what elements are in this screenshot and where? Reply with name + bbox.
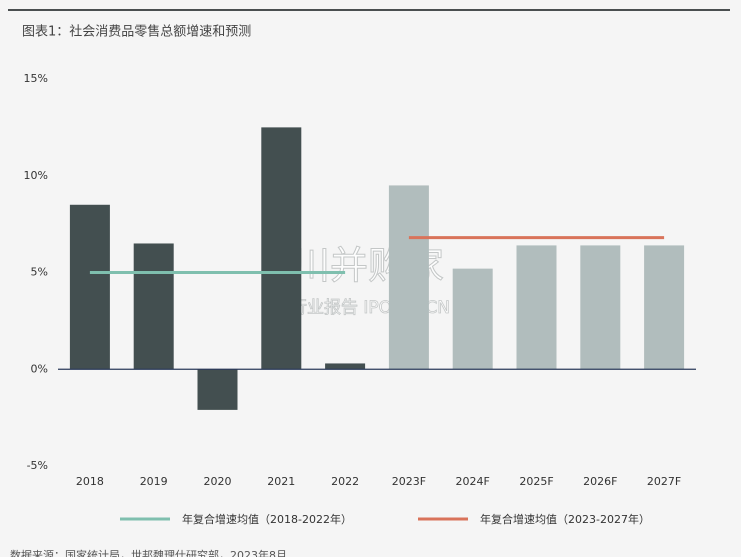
bar [261, 127, 302, 370]
x-tick-label: 2025F [519, 475, 553, 488]
bar [197, 369, 238, 410]
bar [69, 204, 110, 370]
y-tick-label: 0% [31, 362, 48, 375]
y-tick-label: -5% [27, 459, 48, 472]
bar [516, 245, 557, 370]
source-note: 数据来源：国家统计局，世邦魏理仕研究部，2023年8月 [10, 548, 287, 557]
x-tick-label: 2018 [76, 475, 104, 488]
x-tick-label: 2020 [204, 475, 232, 488]
bar [452, 268, 493, 370]
x-tick-label: 2022 [331, 475, 359, 488]
bar [325, 363, 366, 370]
x-tick-label: 2023F [392, 475, 426, 488]
legend-label: 年复合增速均值（2023-2027年） [480, 512, 650, 526]
legend-label: 年复合增速均值（2018-2022年） [182, 512, 352, 526]
x-tick-label: 2026F [583, 475, 617, 488]
y-tick-label: 15% [24, 72, 48, 85]
x-tick-label: 2027F [647, 475, 681, 488]
bar [388, 185, 429, 370]
y-tick-label: 5% [31, 266, 48, 279]
bar [133, 243, 174, 370]
y-tick-label: 10% [24, 169, 48, 182]
bar [580, 245, 621, 370]
bar [644, 245, 685, 370]
x-tick-label: 2019 [140, 475, 168, 488]
x-tick-label: 2024F [456, 475, 490, 488]
chart-title: 图表1：社会消费品零售总额增速和预测 [22, 24, 251, 40]
x-tick-label: 2021 [267, 475, 295, 488]
